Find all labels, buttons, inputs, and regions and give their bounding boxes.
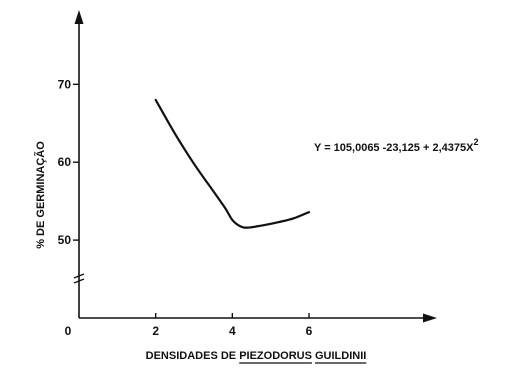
x-tick-label-0: 0 [65, 324, 72, 338]
x-tick-label-1: 2 [152, 324, 159, 338]
y-axis-arrow [74, 10, 84, 24]
x-axis-label-part-3: GUILDINII [315, 350, 366, 362]
regression-equation: Y = 105,0065 -23,125 + 2,4375X2 [314, 137, 478, 154]
x-axis-label-part-1: PIEZODORUS [239, 350, 312, 362]
x-axis-label-text: DENSIDADES DE PIEZODORUS GUILDINII [146, 350, 367, 362]
series-line-0 [154, 98, 311, 229]
equation-superscript: 2 [473, 137, 478, 147]
ticks: 50 60 70 0 2 4 6 [58, 77, 313, 338]
x-tick-label-3: 6 [306, 324, 313, 338]
x-axis-arrow [423, 313, 437, 323]
y-tick-label-0: 50 [58, 233, 72, 247]
axes [73, 10, 437, 323]
x-tick-label-2: 4 [229, 324, 236, 338]
y-tick-label-2: 70 [58, 77, 72, 91]
y-axis-label: % DE GERMINAÇÃO [34, 141, 47, 249]
y-tick-label-1: 60 [58, 155, 72, 169]
x-axis-label: DENSIDADES DE PIEZODORUS GUILDINII [146, 350, 367, 364]
x-axis-label-part-0: DENSIDADES DE [146, 350, 240, 362]
equation-main: Y = 105,0065 -23,125 + 2,4375X [314, 142, 474, 154]
y-axis-break-mark [73, 273, 85, 284]
series [154, 98, 311, 229]
